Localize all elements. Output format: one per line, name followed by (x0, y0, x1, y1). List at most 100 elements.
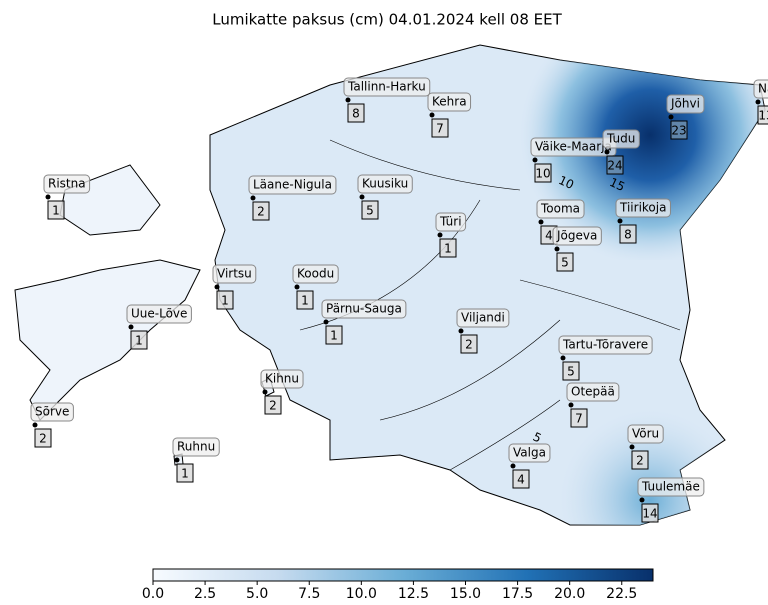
colorbar-tick-label: 12.5 (398, 586, 429, 602)
station-name-box (321, 299, 407, 319)
value-label: 1 (330, 329, 338, 343)
station-name: Tuulemäe (641, 480, 700, 494)
station-dot (617, 218, 623, 224)
value-box (296, 290, 314, 310)
value-label: 2 (269, 399, 277, 413)
value-label: 10 (535, 167, 550, 181)
value-box (325, 325, 343, 345)
value-label: 4 (517, 473, 525, 487)
station-dot (128, 324, 134, 330)
value-box (757, 105, 768, 125)
value-box (130, 330, 148, 350)
station-name: Jõhvi (670, 97, 700, 111)
station-name: Uue-Lõve (131, 307, 187, 321)
station-dot (755, 99, 761, 105)
value-box (562, 361, 580, 381)
colorbar-tick-label: 2.5 (194, 586, 216, 602)
value-label: 5 (561, 256, 569, 270)
value-box (512, 469, 530, 489)
value-box (361, 200, 379, 220)
station-name-box (357, 174, 413, 194)
station-name: Tallinn-Harku (347, 80, 426, 94)
value-label: 5 (567, 365, 575, 379)
station-name-box (558, 335, 653, 355)
station-name-box (508, 443, 551, 463)
station-name: Tudu (606, 132, 635, 146)
value-label: 1 (181, 467, 189, 481)
value-box (431, 118, 449, 138)
station-dot (359, 194, 365, 200)
value-label: 14 (642, 507, 657, 521)
station-name-box (602, 129, 640, 149)
station-dot (554, 246, 560, 252)
station-dot (32, 422, 38, 428)
value-box (439, 238, 457, 258)
colorbar-tick-label: 10.0 (346, 586, 377, 602)
contour-label: 15 (607, 175, 627, 194)
station-name-box (30, 402, 74, 422)
colorbar-tick-label: 20.0 (554, 586, 585, 602)
station-name: Türi (439, 215, 462, 229)
station-name-box (637, 477, 705, 497)
value-box (631, 450, 649, 470)
colorbar-tick-label: 17.5 (502, 586, 533, 602)
value-label: 2 (465, 338, 473, 352)
station-name: Läane-Nigula (253, 178, 332, 192)
station-name: Ristna (48, 177, 86, 191)
value-box (556, 252, 574, 272)
contour-label: 10 (556, 173, 576, 192)
station-name-box (456, 308, 510, 328)
value-box (176, 463, 194, 483)
station-dot (429, 112, 435, 118)
station-name: Tartu-Tõravere (562, 338, 648, 352)
station-name: Jõgeva (556, 229, 597, 243)
station-dot (604, 149, 610, 155)
colorbar-tick-label: 22.5 (606, 586, 637, 602)
station-name: Tiirikoja (619, 201, 666, 215)
station-name-box (260, 369, 304, 389)
map-title: Lumikatte paksus (cm) 04.01.2024 kell 08… (212, 11, 562, 29)
station-dot (532, 157, 538, 163)
value-label: 23 (671, 124, 686, 138)
value-box (252, 201, 270, 221)
station-name-box (43, 174, 91, 194)
station-name-box (615, 198, 671, 218)
station-name: Valga (513, 446, 546, 460)
station-dot (214, 284, 220, 290)
value-box (264, 395, 282, 415)
value-box (570, 408, 588, 428)
station-name: Viljandi (461, 311, 505, 325)
value-label: 24 (607, 159, 622, 173)
value-box (641, 503, 659, 523)
value-label: 13 (758, 109, 768, 123)
value-box (606, 155, 624, 175)
station-name-box (126, 304, 192, 324)
station-dot (458, 328, 464, 334)
station-name-box (172, 437, 220, 457)
value-label: 8 (352, 107, 360, 121)
station-dot (560, 355, 566, 361)
station-dot (568, 402, 574, 408)
station-name: Ruhnu (177, 440, 215, 454)
value-label: 2 (636, 454, 644, 468)
station-dot (538, 219, 544, 225)
station-name: Otepää (571, 385, 615, 399)
value-box (347, 103, 365, 123)
station-name-box (343, 77, 431, 97)
value-label: 1 (444, 242, 452, 256)
station-name-box (666, 94, 705, 114)
station-name-box (427, 92, 472, 112)
station-dot (294, 284, 300, 290)
station-name-box (566, 382, 620, 402)
value-label: 2 (257, 205, 265, 219)
station-name: Pärnu-Sauga (326, 302, 402, 316)
station-name: Narva (758, 82, 768, 96)
colorbar-tick-label: 15.0 (450, 586, 481, 602)
station-dot (262, 389, 268, 395)
station-dot (250, 195, 256, 201)
value-box (47, 200, 65, 220)
station-dot (668, 114, 674, 120)
value-box (216, 290, 234, 310)
station-name: Virtsu (217, 267, 252, 281)
